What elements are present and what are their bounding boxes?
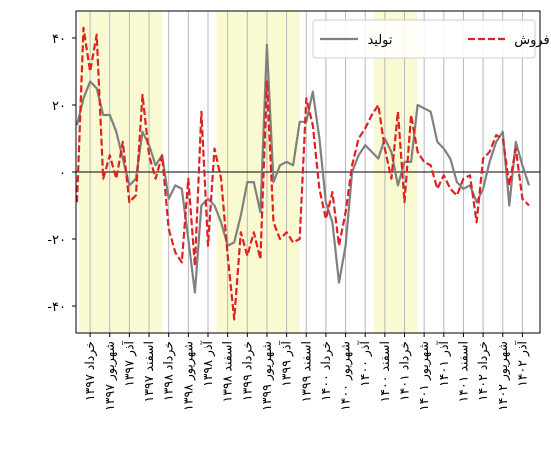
x-tick-label: شهریور ۱۳۹۷ [102, 341, 118, 411]
y-tick-label: ۰ [59, 166, 66, 181]
x-tick-label: شهریور ۱۴۰۱ [416, 341, 432, 411]
y-tick-label: ۴۰ [52, 32, 66, 47]
series-lines [75, 26, 531, 321]
x-tick-label: شهریور ۱۳۹۹ [259, 341, 275, 411]
x-tick-label: اسفند ۱۴۰۱ [455, 341, 470, 402]
x-tick-label: آذر ۱۴۰۲ [514, 340, 530, 386]
x-tick-label: اسفند ۱۳۹۸ [220, 341, 235, 402]
x-tick-label: آذر ۱۳۹۸ [200, 340, 216, 386]
y-tick-label: -۴۰ [47, 300, 66, 315]
x-tick-label: خرداد ۱۳۹۷ [82, 341, 98, 401]
x-tick-label: اسفند ۱۳۹۷ [141, 341, 156, 402]
legend: فروش تولید [312, 19, 550, 59]
x-tick-label: خرداد ۱۳۹۹ [239, 341, 255, 401]
legend-label: تولید [367, 33, 392, 48]
series-line-2 [75, 26, 530, 321]
x-tick-label: خرداد ۱۴۰۲ [475, 341, 491, 401]
x-tick-label: اسفند ۱۴۰۰ [377, 341, 392, 402]
x-tick-label: خرداد ۱۴۰۰ [318, 341, 334, 401]
x-tick-label: خرداد ۱۳۹۸ [161, 341, 177, 401]
y-tick-label: -۲۰ [47, 233, 66, 248]
legend-box [312, 19, 536, 59]
y-tick-label: ۲۰ [52, 99, 66, 114]
y-axis: ۴۰ ۲۰ ۰ -۲۰ -۴۰ [47, 32, 76, 315]
x-tick-label: آذر ۱۳۹۷ [121, 340, 137, 386]
x-tick-label: آذر ۱۴۰۱ [436, 340, 452, 386]
x-tick-label: اسفند ۱۳۹۹ [298, 341, 313, 402]
legend-label: فروش [514, 33, 550, 48]
x-tick-label: شهریور ۱۴۰۰ [338, 341, 354, 411]
x-tick-label: خرداد ۱۴۰۱ [397, 341, 413, 401]
series-line-1 [75, 43, 531, 294]
x-tick-label: آذر ۱۴۰۰ [357, 340, 373, 386]
x-tick-label: آذر ۱۳۹۹ [279, 340, 295, 386]
x-tick-label: شهریور ۱۳۹۸ [180, 341, 196, 411]
x-tick-label: شهریور ۱۴۰۲ [495, 341, 511, 411]
